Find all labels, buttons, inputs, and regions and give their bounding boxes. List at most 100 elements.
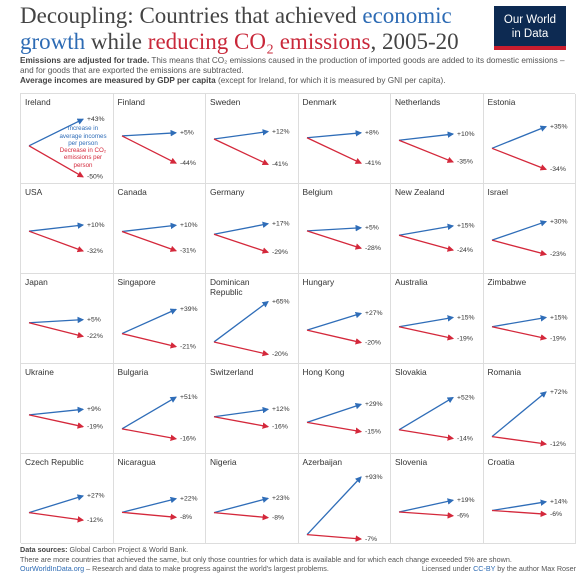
value-label: +12%: [272, 406, 290, 413]
slope-line: [28, 230, 85, 253]
title-highlight: economic growth: [20, 3, 452, 54]
subtitle-text: This means that CO₂ emissions caused in …: [20, 56, 565, 75]
license-text: by the author Max Roser: [495, 564, 576, 573]
panel-chart: +12% -16%: [213, 406, 290, 430]
slope-line: [28, 118, 84, 147]
logo[interactable]: Our World in Data: [494, 6, 566, 50]
slope-line: [306, 534, 362, 542]
panel-chart: +10% -31%: [121, 222, 197, 255]
value-label: -15%: [365, 428, 381, 435]
panel: +10% -32% USA: [21, 184, 114, 274]
value-label: -19%: [457, 335, 473, 342]
panel: +27% -20% Hungary: [298, 274, 391, 364]
panel: +5% -28% Belgium: [298, 184, 391, 274]
slope-line: [213, 233, 270, 254]
panel-chart: +19% -6%: [398, 497, 475, 520]
panel-title: Hungary: [302, 277, 335, 287]
footer: Data sources: Global Carbon Project & Wo…: [20, 545, 576, 574]
subtitle-text: (except for Ireland, for which it is mea…: [215, 76, 446, 85]
slope-line: [121, 308, 177, 335]
slope-line: [306, 476, 362, 536]
value-label: -19%: [550, 335, 566, 342]
panel-chart: +22% -8%: [121, 495, 198, 521]
value-label: +51%: [180, 394, 198, 401]
panel-chart: +5% -22%: [28, 316, 103, 340]
license-link[interactable]: CC-BY: [473, 564, 496, 573]
title: Decoupling: Countries that achieved econ…: [20, 3, 482, 55]
panel: +93% -7% Azerbaijan: [298, 454, 391, 544]
value-label: -31%: [180, 248, 196, 255]
slope-line: [28, 414, 85, 429]
panel-title: Hong Kong: [302, 367, 345, 377]
value-label: -24%: [457, 247, 473, 254]
slope-line: [398, 396, 454, 431]
slope-line: [398, 234, 455, 252]
value-label: +15%: [457, 314, 475, 321]
value-label: +9%: [87, 406, 101, 413]
value-label: +93%: [365, 474, 383, 481]
panel: +17% -29% Germany: [206, 184, 299, 274]
panel-title: Dominican Republic: [210, 277, 250, 297]
slope-line: [28, 322, 85, 339]
panel-title: Sweden: [210, 97, 241, 107]
slope-line: [213, 301, 269, 343]
legend-label: Increase in average incomes per person: [59, 125, 107, 147]
value-label: +8%: [365, 130, 379, 137]
value-label: +23%: [272, 495, 290, 502]
license: Licensed under CC-BY by the author Max R…: [422, 564, 576, 574]
value-label: -8%: [272, 514, 284, 521]
panel: +72% -12% Romania: [483, 364, 576, 454]
panel-title: Japan: [25, 277, 48, 287]
slope-line: [398, 315, 455, 328]
title-text: , 2005-20: [370, 29, 459, 54]
panel-chart: +15% -19%: [398, 314, 475, 342]
slope-line: [213, 221, 270, 235]
panel: +51% -16% Bulgaria: [113, 364, 206, 454]
value-label: -6%: [550, 511, 562, 518]
value-label: +35%: [550, 123, 568, 130]
slope-line: [121, 511, 177, 521]
panel-chart: +93% -7%: [306, 474, 383, 543]
panel-title: Croatia: [487, 457, 515, 467]
panel-title: Canada: [117, 187, 147, 197]
panel-title: Singapore: [117, 277, 156, 287]
value-label: +22%: [180, 495, 198, 502]
value-label: +12%: [272, 128, 290, 135]
note: There are more countries that achieved t…: [20, 554, 512, 564]
panel-title: Bulgaria: [117, 367, 149, 377]
slope-line: [121, 428, 177, 441]
value-label: -20%: [272, 351, 288, 358]
slope-line: [28, 406, 85, 416]
value-label: -44%: [180, 160, 196, 167]
panel-chart: +27% -20%: [306, 310, 382, 346]
site-link[interactable]: OurWorldInData.org: [20, 564, 85, 573]
value-label: -21%: [180, 343, 196, 350]
panel-chart: +65% -20%: [213, 298, 290, 358]
panel-title: Zimbabwe: [487, 277, 527, 287]
value-label: -32%: [87, 248, 103, 255]
panel-chart: +9% -19%: [28, 406, 103, 430]
panel-grid: +43% -50% Ireland Increase in average incom…: [20, 93, 576, 544]
panel: +15% -24% New Zealand: [391, 184, 484, 274]
value-label: -22%: [87, 333, 103, 340]
value-label: -16%: [272, 423, 288, 430]
panel: +14% -6% Croatia: [483, 454, 576, 544]
panel-chart: +52% -14%: [398, 394, 475, 442]
panel-chart: +23% -8%: [213, 495, 290, 521]
slope-line: [28, 145, 84, 178]
panel-title: Ireland: [25, 97, 51, 107]
slope-line: [306, 137, 362, 164]
panel-chart: +15% -19%: [491, 314, 567, 342]
panel: +5% -44% Finland: [113, 94, 206, 184]
value-label: -14%: [457, 435, 473, 442]
slope-line: [398, 498, 455, 513]
value-label: -7%: [365, 536, 377, 543]
sources: Data sources: Global Carbon Project & Wo…: [20, 545, 576, 555]
panel-title: Ukraine: [25, 367, 54, 377]
panel-title: Slovakia: [395, 367, 427, 377]
value-label: -12%: [550, 441, 566, 448]
panel-chart: +5% -44%: [121, 130, 196, 167]
value-label: +72%: [550, 389, 568, 396]
panel-chart: +29% -15%: [306, 401, 382, 435]
